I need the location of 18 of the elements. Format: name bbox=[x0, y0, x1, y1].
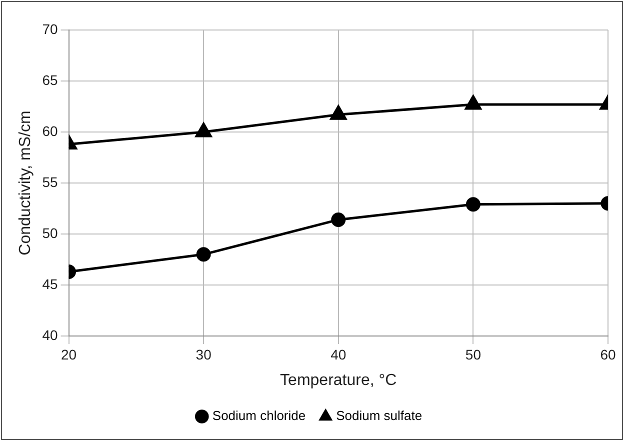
y-tick-label: 60 bbox=[42, 122, 58, 139]
x-tick-label: 40 bbox=[330, 346, 346, 362]
x-tick-label: 30 bbox=[196, 346, 212, 362]
point bbox=[330, 105, 347, 120]
legend-label: Sodium sulfate bbox=[336, 408, 422, 424]
y-tick-label: 50 bbox=[42, 224, 58, 241]
y-tick-label: 45 bbox=[42, 276, 58, 292]
x-axis-title: Temperature, °C bbox=[280, 372, 397, 389]
y-axis-title: Conductivity, mS/cm bbox=[17, 110, 34, 256]
y-tick-label: 70 bbox=[42, 20, 58, 37]
point bbox=[331, 212, 346, 227]
x-tick-label: 50 bbox=[465, 346, 482, 362]
y-tick-label: 55 bbox=[42, 174, 58, 190]
y-tick-label: 40 bbox=[42, 326, 58, 343]
legend-label: Sodium chloride bbox=[212, 408, 306, 424]
x-tick-label: 20 bbox=[60, 346, 77, 362]
x-tick-label: 60 bbox=[600, 346, 616, 362]
y-tick-label: 65 bbox=[42, 72, 58, 88]
